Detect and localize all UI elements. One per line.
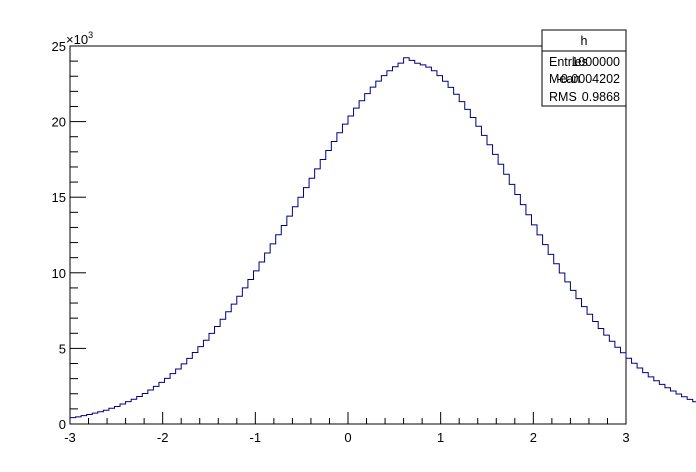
histogram-outline bbox=[70, 57, 696, 419]
stats-value-mean: -0.0004202 bbox=[557, 72, 620, 86]
y-tick-label: 15 bbox=[52, 190, 66, 205]
y-tick-label: 0 bbox=[59, 417, 66, 432]
y-tick-label: 5 bbox=[59, 341, 66, 356]
y-tick-label: 10 bbox=[52, 266, 66, 281]
x-tick-label: 2 bbox=[530, 430, 537, 445]
x-tick-label: -1 bbox=[250, 430, 262, 445]
x-tick-label: -2 bbox=[157, 430, 169, 445]
x-tick-label: 1 bbox=[437, 430, 444, 445]
stats-label-rms: RMS bbox=[549, 90, 577, 104]
stats-label-mean: Mean bbox=[549, 72, 580, 86]
stats-value-rms: 0.9868 bbox=[582, 90, 620, 104]
stats-label-entries: Entries bbox=[549, 55, 588, 69]
stats-box-title: h bbox=[581, 34, 588, 48]
axes: -3 -2 -1 0 1 2 3 0 5 10 15 20 25 bbox=[52, 39, 630, 445]
x-tick-label: 3 bbox=[622, 430, 629, 445]
stats-value-entries: 1000000 bbox=[571, 55, 620, 69]
y-tick-label: 25 bbox=[52, 39, 66, 54]
y-multiplier-exponent: 3 bbox=[88, 30, 93, 40]
stats-box: h Entries 1000000 Mean -0.0004202 RMS 0.… bbox=[541, 29, 627, 107]
y-tick-label: 20 bbox=[52, 115, 66, 130]
stats-box-frame bbox=[541, 29, 627, 107]
y-multiplier-label: ×103 bbox=[66, 30, 93, 47]
x-tick-label: 0 bbox=[344, 430, 351, 445]
x-tick-label: -3 bbox=[64, 430, 76, 445]
